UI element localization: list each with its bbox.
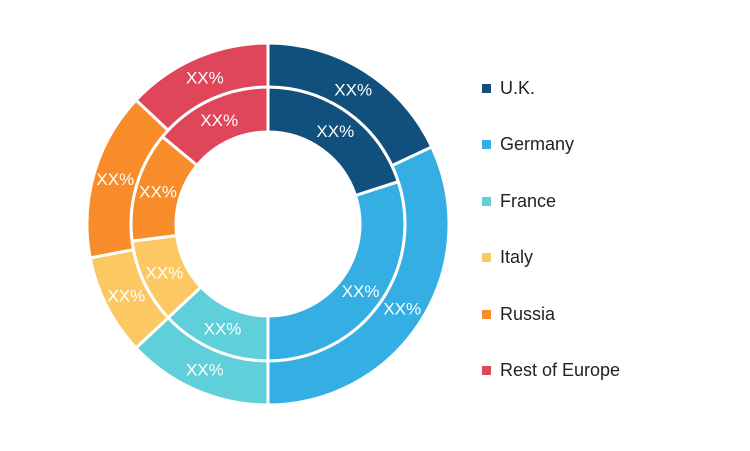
legend-swatch xyxy=(482,83,491,93)
inner-slice-label-5: XX% xyxy=(200,111,238,130)
inner-slice-label-1: XX% xyxy=(342,282,380,301)
legend-item: Russia xyxy=(482,300,620,328)
legend-swatch xyxy=(482,140,491,149)
legend-label: Germany xyxy=(500,134,575,154)
legend-swatch xyxy=(482,309,491,319)
chart-slices xyxy=(85,41,451,407)
chart-slice-labels: XX%XX%XX%XX%XX%XX%XX%XX%XX%XX%XX%XX% xyxy=(96,69,421,380)
inner-slice-label-2: XX% xyxy=(204,320,242,339)
outer-slice-label-3: XX% xyxy=(107,287,145,306)
legend-swatch xyxy=(482,196,491,206)
outer-slice-label-1: XX% xyxy=(383,300,421,319)
outer-slice-5 xyxy=(133,41,270,133)
legend-item: Italy xyxy=(482,244,620,272)
legend-swatch xyxy=(482,366,491,375)
legend-label: France xyxy=(500,190,557,211)
legend-label: U.K. xyxy=(500,77,536,98)
outer-slice-label-2: XX% xyxy=(186,360,224,379)
legend-item: France xyxy=(482,187,620,215)
inner-slice-label-0: XX% xyxy=(316,122,354,141)
outer-slice-label-4: XX% xyxy=(96,170,134,189)
legend-item: Germany xyxy=(482,131,620,159)
legend-label: Rest of Europe xyxy=(500,360,621,380)
legend-label: Italy xyxy=(500,247,534,267)
legend-item: U.K. xyxy=(482,74,620,102)
inner-slice-label-4: XX% xyxy=(139,183,177,202)
chart-legend: U.K. Germany France Italy Russia Rest of Euro… xyxy=(482,74,620,413)
outer-slice-label-5: XX% xyxy=(186,69,224,88)
legend-swatch xyxy=(482,253,491,262)
outer-slice-label-0: XX% xyxy=(334,80,372,99)
legend-label: Russia xyxy=(500,303,556,324)
inner-slice-label-3: XX% xyxy=(145,263,183,282)
legend-item: Rest of Europe xyxy=(482,357,620,385)
